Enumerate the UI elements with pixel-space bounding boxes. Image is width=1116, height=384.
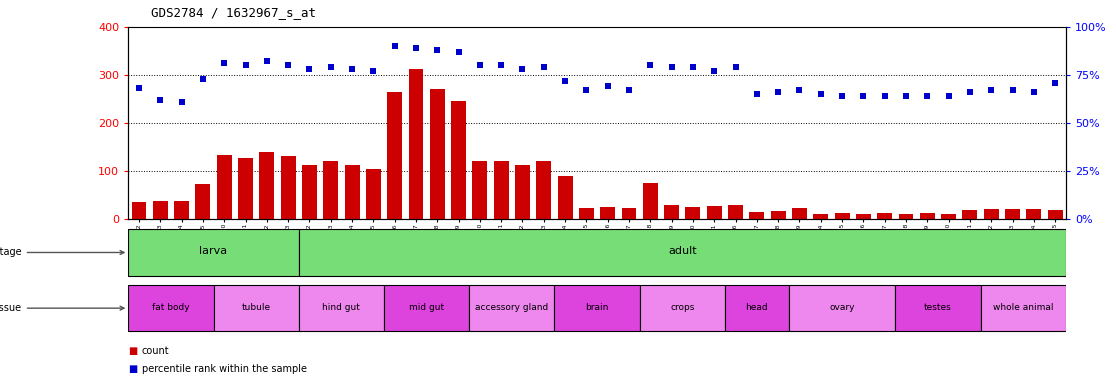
Bar: [387, 92, 402, 219]
Bar: [877, 213, 892, 219]
Text: brain: brain: [586, 303, 608, 312]
Bar: [153, 200, 167, 219]
Bar: [366, 169, 381, 219]
Text: hind gut: hind gut: [323, 303, 360, 312]
Bar: [643, 183, 657, 219]
Bar: [1006, 209, 1020, 219]
Text: tubule: tubule: [241, 303, 271, 312]
Bar: [469, 285, 555, 331]
Bar: [920, 213, 935, 219]
Bar: [302, 165, 317, 219]
Text: ovary: ovary: [829, 303, 855, 312]
Bar: [706, 207, 722, 219]
Bar: [451, 101, 466, 219]
Text: percentile rank within the sample: percentile rank within the sample: [142, 364, 307, 374]
Bar: [600, 207, 615, 219]
Bar: [895, 285, 981, 331]
Bar: [981, 285, 1066, 331]
Bar: [384, 285, 469, 331]
Bar: [1027, 209, 1041, 219]
Bar: [299, 285, 384, 331]
Text: mid gut: mid gut: [410, 303, 444, 312]
Bar: [771, 211, 786, 219]
Bar: [725, 285, 789, 331]
Bar: [856, 214, 870, 219]
Bar: [537, 161, 551, 219]
Bar: [962, 210, 978, 219]
Bar: [514, 165, 530, 219]
Text: accessory gland: accessory gland: [475, 303, 548, 312]
Bar: [174, 201, 189, 219]
Bar: [132, 202, 146, 219]
Bar: [1048, 210, 1062, 219]
Bar: [728, 205, 743, 219]
Bar: [558, 176, 573, 219]
Text: GDS2784 / 1632967_s_at: GDS2784 / 1632967_s_at: [151, 6, 316, 19]
Bar: [128, 285, 213, 331]
Bar: [472, 161, 488, 219]
Bar: [195, 184, 210, 219]
Bar: [639, 285, 725, 331]
Bar: [941, 214, 956, 219]
Bar: [259, 152, 275, 219]
Bar: [685, 207, 701, 219]
Text: count: count: [142, 346, 170, 356]
Bar: [324, 161, 338, 219]
Bar: [792, 208, 807, 219]
Bar: [622, 208, 636, 219]
Bar: [835, 213, 849, 219]
Bar: [984, 209, 999, 219]
Bar: [213, 285, 299, 331]
Text: larva: larva: [200, 247, 228, 257]
Bar: [898, 214, 913, 219]
Bar: [299, 229, 1066, 276]
Text: testes: testes: [924, 303, 952, 312]
Bar: [408, 69, 423, 219]
Bar: [128, 229, 299, 276]
Text: tissue: tissue: [0, 303, 124, 313]
Text: head: head: [745, 303, 768, 312]
Bar: [281, 156, 296, 219]
Text: development stage: development stage: [0, 247, 124, 258]
Bar: [789, 285, 895, 331]
Bar: [493, 161, 509, 219]
Bar: [814, 214, 828, 219]
Bar: [579, 208, 594, 219]
Bar: [664, 205, 679, 219]
Bar: [555, 285, 639, 331]
Text: ■: ■: [128, 346, 137, 356]
Bar: [430, 89, 444, 219]
Text: adult: adult: [668, 247, 696, 257]
Text: fat body: fat body: [152, 303, 190, 312]
Bar: [238, 158, 253, 219]
Bar: [345, 165, 359, 219]
Bar: [217, 155, 232, 219]
Text: crops: crops: [670, 303, 694, 312]
Bar: [750, 212, 764, 219]
Text: ■: ■: [128, 364, 137, 374]
Text: whole animal: whole animal: [993, 303, 1054, 312]
